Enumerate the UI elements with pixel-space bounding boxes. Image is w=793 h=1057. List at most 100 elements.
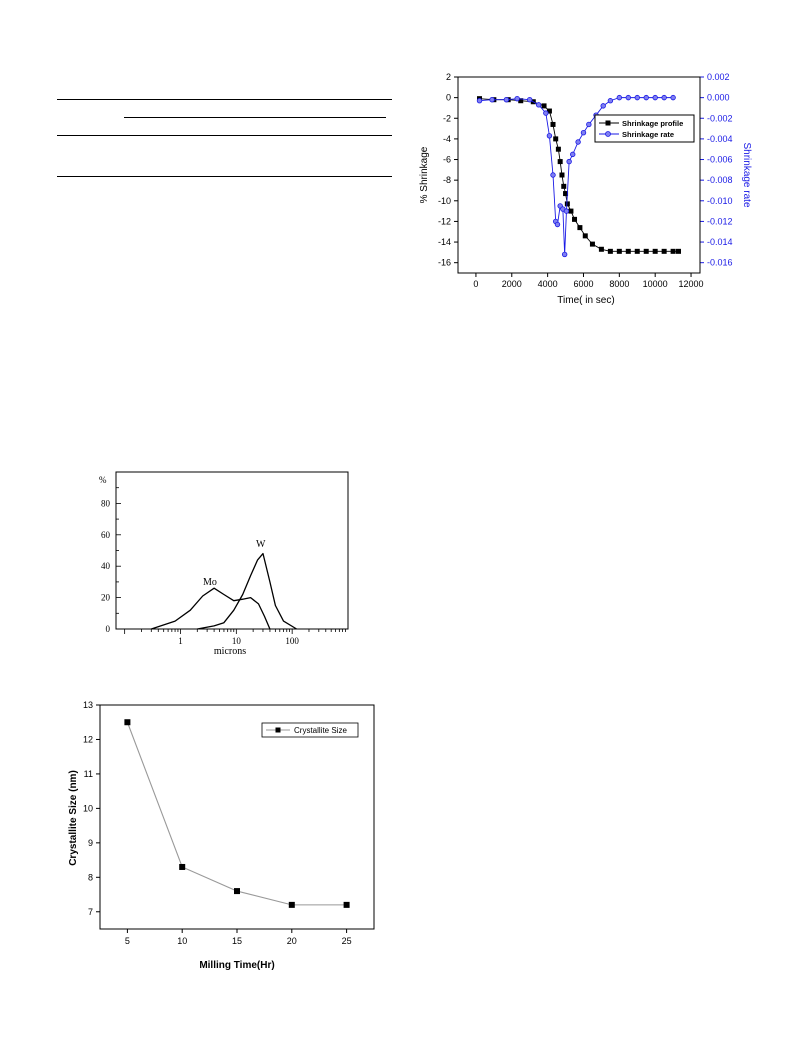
shrinkage-rate-point	[546, 133, 553, 139]
crystallite-y-tick-label: 10	[83, 803, 93, 813]
psd-curve-mo	[151, 587, 271, 630]
shrinkage-x-tick-label: 8000	[609, 279, 629, 289]
shrinkage-rate-point	[554, 221, 561, 228]
shrinkage-rate-point	[670, 94, 676, 101]
shrinkage-y2-tick-label: -0.014	[707, 237, 733, 247]
shrinkage-y2-label: Shrinkage rate	[741, 142, 752, 207]
shrinkage-profile-point	[598, 246, 604, 252]
crystallite-series-line	[126, 722, 347, 906]
shrinkage-profile-point	[550, 121, 556, 127]
crystallite-y-tick-label: 8	[88, 872, 93, 882]
shrinkage-rate-point	[535, 102, 542, 108]
shrinkage-rate-point	[616, 94, 623, 101]
shrinkage-profile-point	[634, 248, 640, 254]
crystallite-x-tick-label: 15	[232, 936, 242, 946]
shrinkage-y2-tick-label: -0.016	[707, 258, 733, 268]
table-mid-rule	[57, 135, 392, 136]
crystallite-legend: Crystallite Size	[261, 722, 359, 738]
psd-y-tick-label: 40	[101, 561, 111, 571]
shrinkage-y-label: % Shrinkage	[419, 146, 430, 203]
shrinkage-y-tick-label: 0	[446, 93, 451, 103]
shrinkage-rate-point	[600, 103, 606, 109]
psd-y-label: %	[99, 475, 107, 485]
shrinkage-rate-point	[643, 94, 649, 101]
psd-x-label: microns	[214, 646, 246, 657]
crystallite-plot-frame	[99, 704, 375, 930]
shrinkage-y2-tick-label: -0.010	[707, 196, 733, 206]
crystallite-x-tick-label: 25	[342, 936, 352, 946]
crystallite-point	[234, 888, 240, 895]
shrinkage-y-tick-label: -10	[438, 196, 451, 206]
shrinkage-profile-point	[582, 233, 588, 239]
shrinkage-rate-point	[476, 98, 483, 104]
shrinkage-y-tick-label: -4	[443, 134, 451, 144]
shrinkage-profile-point	[564, 201, 570, 207]
shrinkage-x-tick-label: 2000	[502, 279, 522, 289]
shrinkage-y-tick-label: 2	[446, 72, 451, 82]
table-top-rule	[57, 99, 392, 100]
legend-shrinkage-profile: Shrinkage profile	[622, 119, 683, 128]
shrinkage-y-tick-label: -16	[438, 258, 451, 268]
shrinkage-profile-point	[568, 208, 574, 214]
crystallite-y-tick-label: 12	[83, 734, 93, 744]
shrinkage-rate-point	[625, 94, 631, 101]
shrinkage-y-tick-label: -2	[443, 113, 451, 123]
shrinkage-plot-frame	[457, 76, 701, 274]
psd-curve-w	[197, 552, 297, 630]
shrinkage-profile-point	[589, 241, 595, 247]
shrinkage-x-label: Time( in sec)	[557, 295, 614, 306]
psd-y-tick-label: 0	[106, 624, 111, 634]
shrinkage-y-tick-label: -8	[443, 175, 451, 185]
shrinkage-x-tick-label: 12000	[679, 279, 704, 289]
crystallite-y-tick-label: 13	[83, 700, 93, 710]
shrinkage-x-tick-label: 10000	[643, 279, 668, 289]
shrinkage-rate-point	[634, 94, 640, 101]
crystallite-point	[288, 901, 295, 908]
shrinkage-y2-tick-label: -0.002	[707, 113, 733, 123]
table-bottom-rule	[57, 176, 392, 177]
shrinkage-y2-tick-label: -0.006	[707, 155, 733, 165]
shrinkage-y2-tick-label: -0.008	[707, 175, 733, 185]
shrinkage-profile-point	[616, 248, 622, 254]
crystallite-x-tick-label: 20	[287, 936, 297, 946]
table-header-rule	[124, 117, 386, 118]
shrinkage-profile-point	[643, 248, 649, 254]
shrinkage-rate-point	[575, 139, 581, 145]
shrinkage-rate-point	[550, 172, 556, 178]
crystallite-y-tick-label: 7	[88, 907, 93, 917]
crystallite-y-tick-label: 9	[88, 838, 93, 848]
shrinkage-profile-point	[607, 248, 613, 254]
shrinkage-rate-point	[661, 94, 667, 101]
shrinkage-rate-point	[652, 94, 658, 101]
psd-y-tick-label: 20	[101, 593, 111, 603]
shrinkage-y-tick-label: -14	[438, 237, 451, 247]
shrinkage-profile-point	[563, 191, 569, 197]
shrinkage-rate-point	[586, 121, 592, 128]
psd-label-w: W	[256, 539, 266, 550]
psd-plot-frame	[115, 471, 349, 630]
crystallite-point	[124, 719, 131, 726]
shrinkage-profile-point	[555, 146, 561, 152]
crystallite-y-tick-label: 11	[84, 769, 93, 779]
shrinkage-profile-point	[559, 172, 565, 178]
shrinkage-y-tick-label: -12	[438, 216, 451, 226]
shrinkage-profile-point	[553, 136, 559, 142]
shrinkage-x-tick-label: 6000	[573, 279, 593, 289]
shrinkage-x-tick-label: 4000	[538, 279, 558, 289]
crystallite-point	[179, 863, 186, 870]
shrinkage-x-tick-label: 0	[473, 279, 478, 289]
shrinkage-rate-point	[566, 158, 572, 165]
psd-y-tick-label: 60	[101, 530, 111, 540]
psd-y-tick-label: 80	[101, 498, 111, 508]
shrinkage-rate-point	[514, 95, 520, 102]
shrinkage-rate-point	[503, 96, 510, 103]
shrinkage-profile-point	[652, 248, 658, 254]
shrinkage-rate-point	[527, 96, 533, 103]
shrinkage-profile-point	[675, 248, 681, 254]
shrinkage-profile-point	[670, 248, 676, 254]
legend-shrinkage-rate: Shrinkage rate	[622, 130, 674, 139]
psd-x-tick-label: 100	[285, 636, 299, 646]
